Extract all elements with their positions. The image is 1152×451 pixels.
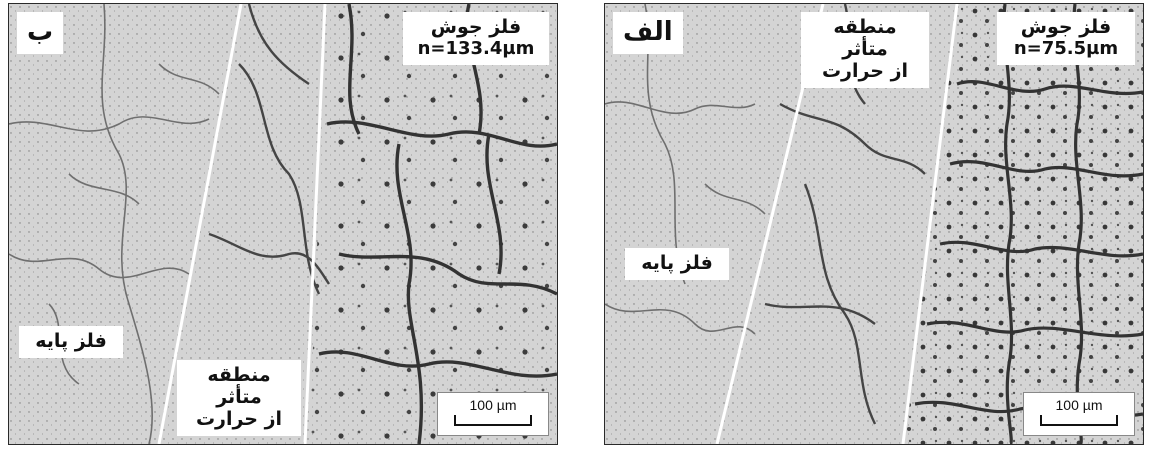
haz-line1-a: منطقه متأثر	[833, 16, 897, 60]
grain-size-text-b: n=133.4µm	[417, 37, 535, 59]
scale-text-b: 100 µm	[469, 397, 517, 413]
panel-letter-alef: الف	[613, 12, 683, 54]
micrograph-image-b	[9, 4, 557, 444]
scale-bar-b: 100 µm	[437, 392, 549, 436]
haz-label-a: منطقه متأثر از حرارت	[801, 12, 929, 88]
haz-line2-b: از حرارت	[195, 407, 283, 430]
base-metal-label-a: فلز پایه	[625, 248, 729, 280]
haz-line2-a: از حرارت	[821, 59, 909, 82]
scale-bar-a: 100 µm	[1023, 392, 1135, 436]
scale-text-a: 100 µm	[1055, 397, 1103, 413]
haz-label-b: منطقه متأثر از حرارت	[177, 360, 301, 436]
micrograph-panel-b: ب فلز جوش n=133.4µm فلز پایه منطقه متأثر…	[8, 3, 558, 445]
weld-metal-text-b: فلز جوش	[430, 16, 522, 38]
haz-line1-b: منطقه متأثر	[207, 364, 271, 408]
scale-line-b	[454, 415, 532, 426]
grain-size-text-a: n=75.5µm	[1013, 37, 1119, 59]
micrograph-panel-a: الف منطقه متأثر از حرارت فلز جوش n=75.5µ…	[604, 3, 1144, 445]
weld-metal-label-a: فلز جوش n=75.5µm	[997, 12, 1135, 65]
weld-metal-text-a: فلز جوش	[1020, 16, 1112, 38]
base-metal-label-b: فلز پایه	[19, 326, 123, 358]
panel-letter-b: ب	[17, 12, 64, 54]
weld-metal-label-b: فلز جوش n=133.4µm	[403, 12, 549, 65]
scale-line-a	[1040, 415, 1118, 426]
